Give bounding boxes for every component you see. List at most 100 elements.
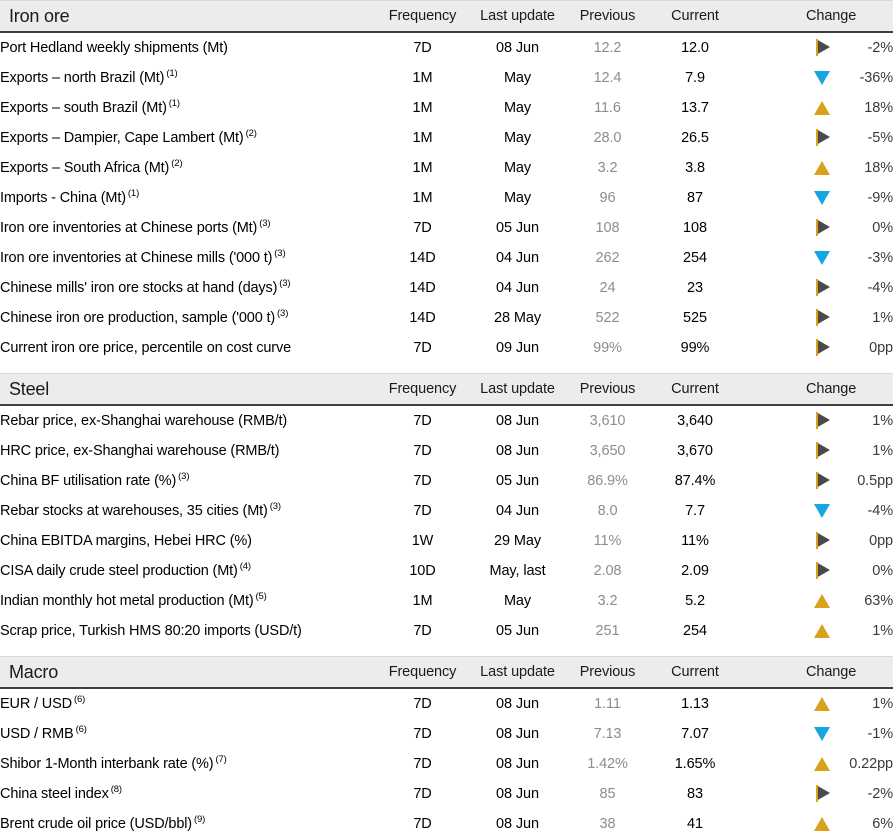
frequency-value: 14D <box>375 272 470 303</box>
table-row[interactable]: Iron ore inventories at Chinese mills ('… <box>0 242 893 273</box>
table-row[interactable]: Port Hedland weekly shipments (Mt) 7D 08 J… <box>0 32 893 63</box>
frequency-value: 7D <box>375 495 470 526</box>
table-row[interactable]: Scrap price, Turkish HMS 80:20 imports (… <box>0 615 893 646</box>
row-spacer <box>740 465 802 496</box>
table-row[interactable]: HRC price, ex-Shanghai warehouse (RMB/t)… <box>0 435 893 466</box>
row-spacer <box>740 808 802 839</box>
table-row[interactable]: China EBITDA margins, Hebei HRC (%) 1W 29 … <box>0 525 893 556</box>
change-direction-cell <box>802 435 842 466</box>
frequency-value: 14D <box>375 242 470 273</box>
table-row[interactable]: Iron ore inventories at Chinese ports (M… <box>0 212 893 243</box>
indicator-label: Exports – north Brazil (Mt) <box>0 69 165 86</box>
table-row[interactable]: Imports - China (Mt) (1) 1M May 96 87 -9% <box>0 182 893 213</box>
change-value: 0% <box>842 555 893 586</box>
current-value: 254 <box>650 615 740 646</box>
frequency-value: 7D <box>375 212 470 243</box>
indicator-name: Exports – north Brazil (Mt) (1) <box>0 62 375 93</box>
frequency-value: 7D <box>375 748 470 779</box>
previous-value: 11% <box>565 525 650 556</box>
indicator-label: China steel index <box>0 785 109 802</box>
current-value: 3,640 <box>650 405 740 436</box>
change-direction-cell <box>802 495 842 526</box>
indicator-name: Shibor 1-Month interbank rate (%) (7) <box>0 748 375 779</box>
column-header-previous: Previous <box>565 0 650 33</box>
table-row[interactable]: Brent crude oil price (USD/bbl) (9) 7D 08 J… <box>0 808 893 839</box>
frequency-value: 7D <box>375 435 470 466</box>
row-spacer <box>740 182 802 213</box>
table-row[interactable]: Current iron ore price, percentile on co… <box>0 332 893 363</box>
current-value: 3.8 <box>650 152 740 183</box>
footnote-marker: (2) <box>245 127 257 139</box>
table-row[interactable]: Exports – South Africa (Mt) (2) 1M May 3.2 3.… <box>0 152 893 183</box>
column-header-last-update: Last update <box>470 373 565 406</box>
table-row[interactable]: EUR / USD (6) 7D 08 Jun 1.11 1.13 1% <box>0 688 893 719</box>
last-update-value: 05 Jun <box>470 465 565 496</box>
arrow-up-icon <box>813 592 831 609</box>
previous-value: 24 <box>565 272 650 303</box>
table-row[interactable]: Exports – south Brazil (Mt) (1) 1M May 11.6 1… <box>0 92 893 123</box>
frequency-value: 1M <box>375 585 470 616</box>
last-update-value: 08 Jun <box>470 405 565 436</box>
table-row[interactable]: Chinese mills' iron ore stocks at hand (… <box>0 272 893 303</box>
change-value: -9% <box>842 182 893 213</box>
last-update-value: May <box>470 182 565 213</box>
row-spacer <box>740 525 802 556</box>
current-value: 254 <box>650 242 740 273</box>
previous-value: 12.4 <box>565 62 650 93</box>
last-update-value: 08 Jun <box>470 748 565 779</box>
indicator-name: Rebar stocks at warehouses, 35 cities (M… <box>0 495 375 526</box>
current-value: 5.2 <box>650 585 740 616</box>
section-title: Macro <box>0 656 375 689</box>
arrow-flat-icon <box>814 279 831 296</box>
table-row[interactable]: Rebar price, ex-Shanghai warehouse (RMB/… <box>0 405 893 436</box>
frequency-value: 1W <box>375 525 470 556</box>
indicator-name: China BF utilisation rate (%) (3) <box>0 465 375 496</box>
indicator-name: Port Hedland weekly shipments (Mt) <box>0 32 375 63</box>
frequency-value: 7D <box>375 332 470 363</box>
arrow-flat-icon <box>814 39 831 56</box>
row-spacer <box>740 748 802 779</box>
table-row[interactable]: Chinese iron ore production, sample ('00… <box>0 302 893 333</box>
table-row[interactable]: Exports – north Brazil (Mt) (1) 1M May 12.4 7… <box>0 62 893 93</box>
indicator-label: Rebar stocks at warehouses, 35 cities (M… <box>0 502 268 519</box>
table-row[interactable]: Shibor 1-Month interbank rate (%) (7) 7D 08… <box>0 748 893 779</box>
table-row[interactable]: Indian monthly hot metal production (Mt)… <box>0 585 893 616</box>
footnote-marker: (3) <box>259 217 271 229</box>
indicator-label: Chinese mills' iron ore stocks at hand (… <box>0 279 278 296</box>
row-spacer <box>740 92 802 123</box>
table-row[interactable]: China BF utilisation rate (%) (3) 7D 05 Jun… <box>0 465 893 496</box>
table-row[interactable]: China steel index (8) 7D 08 Jun 85 83 -2% <box>0 778 893 809</box>
frequency-value: 7D <box>375 615 470 646</box>
indicator-name: China steel index (8) <box>0 778 375 809</box>
column-header-last-update: Last update <box>470 0 565 33</box>
row-spacer <box>740 62 802 93</box>
indicator-label: Exports – south Brazil (Mt) <box>0 99 167 116</box>
previous-value: 262 <box>565 242 650 273</box>
arrow-flat-icon <box>814 309 831 326</box>
frequency-value: 7D <box>375 718 470 749</box>
change-direction-cell <box>802 585 842 616</box>
indicator-label: CISA daily crude steel production (Mt) <box>0 562 238 579</box>
change-value: -2% <box>842 32 893 63</box>
current-value: 87.4% <box>650 465 740 496</box>
last-update-value: 04 Jun <box>470 495 565 526</box>
arrow-down-icon <box>813 725 831 742</box>
indicator-name: China EBITDA margins, Hebei HRC (%) <box>0 525 375 556</box>
table-row[interactable]: Rebar stocks at warehouses, 35 cities (M… <box>0 495 893 526</box>
frequency-value: 1M <box>375 92 470 123</box>
table-row[interactable]: CISA daily crude steel production (Mt) (4… <box>0 555 893 586</box>
arrow-up-icon <box>813 622 831 639</box>
indicator-name: Exports – South Africa (Mt) (2) <box>0 152 375 183</box>
previous-value: 522 <box>565 302 650 333</box>
change-direction-cell <box>802 405 842 436</box>
last-update-value: 09 Jun <box>470 332 565 363</box>
change-direction-cell <box>802 332 842 363</box>
change-direction-cell <box>802 212 842 243</box>
previous-value: 85 <box>565 778 650 809</box>
table-row[interactable]: Exports – Dampier, Cape Lambert (Mt) (2) 1… <box>0 122 893 153</box>
column-header-last-update: Last update <box>470 656 565 689</box>
previous-value: 2.08 <box>565 555 650 586</box>
last-update-value: May <box>470 122 565 153</box>
table-row[interactable]: USD / RMB (6) 7D 08 Jun 7.13 7.07 -1% <box>0 718 893 749</box>
indicator-name: EUR / USD (6) <box>0 688 375 719</box>
